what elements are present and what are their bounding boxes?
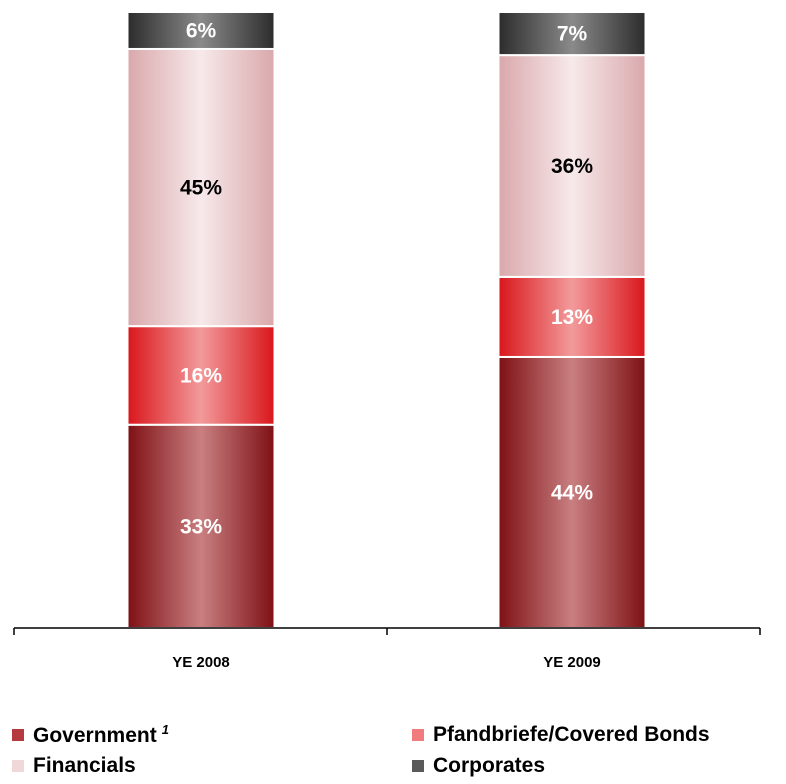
stacked-bar-chart: 33% 16% 45% 6% 44% 13% 36% 7% YE 2008 YE 2009 [13,11,761,671]
x-axis: YE 2008 YE 2009 [13,627,761,671]
legend-label: Financials [33,754,136,777]
bar-segment-financials-2 [497,54,647,278]
data-label: 7% [557,23,588,46]
footnote-marker: 1 [161,722,169,737]
bar-segment-government-1 [126,423,276,629]
bar-segment-government-2 [497,355,647,629]
legend: Government 1 Pfandbriefe/Covered Bonds Fina… [12,722,782,782]
data-label: 13% [551,306,593,329]
data-label: 45% [180,177,222,200]
legend-item: Corporates [412,753,545,779]
data-label: 33% [180,515,222,538]
bars-group: 33% 16% 45% 6% 44% 13% 36% 7% [126,11,647,629]
bar-segment-corporates-2 [497,11,647,57]
legend-item: Government 1 [12,722,169,748]
legend-label: Corporates [433,754,546,777]
x-tick-label: YE 2008 [172,654,230,671]
legend-item: Financials [12,753,136,779]
data-label: 44% [551,481,593,504]
data-label: 36% [551,155,593,178]
legend-label: Pfandbriefe/Covered Bonds [433,723,710,746]
x-tick-label: YE 2009 [543,654,601,671]
legend-swatch [412,760,424,772]
bar-segment-pfandbriefe-covered-bonds-2 [497,275,647,358]
legend-swatch [12,760,24,772]
legend-item: Pfandbriefe/Covered Bonds [412,722,710,748]
data-label: 6% [186,19,217,42]
legend-swatch [412,729,424,741]
legend-label: Government 1 [33,722,169,747]
legend-swatch [12,729,24,741]
bar-segment-pfandbriefe-covered-bonds-1 [126,325,276,426]
data-label: 16% [180,364,222,387]
bar-segment-corporates-1 [126,11,276,50]
